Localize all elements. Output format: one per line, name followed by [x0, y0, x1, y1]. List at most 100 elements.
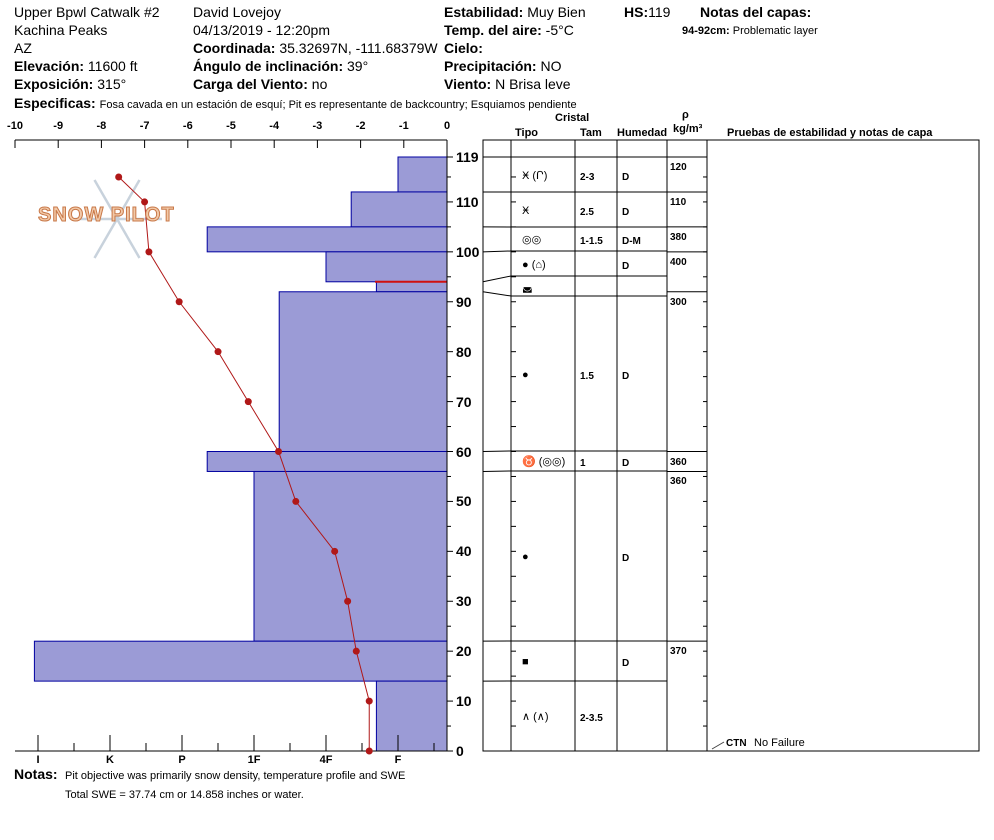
hardness-bar	[253, 470, 448, 642]
hardness-tick-label: I	[36, 754, 40, 766]
density-value: 360	[670, 476, 687, 488]
crystal-type: ◎◎	[522, 234, 542, 246]
height-tick-label: 90	[456, 293, 472, 310]
temperature-point	[365, 747, 373, 755]
hardness-bar	[325, 251, 448, 283]
precip: NO	[540, 58, 562, 74]
temperature-point	[145, 248, 153, 256]
temperature-point	[175, 298, 183, 306]
height-tick-label: 110	[456, 193, 479, 210]
tests-header: Pruebas de estabilidad y notas de capa	[727, 127, 933, 139]
layer-connector-line	[482, 450, 512, 453]
hardness-bar	[397, 156, 448, 193]
density-value: 370	[670, 646, 687, 658]
wind-label: Viento:	[444, 76, 492, 92]
temp-tick-label: 0	[443, 120, 451, 132]
temp-tick-label: -2	[355, 120, 366, 132]
observer: David Lovejoy	[193, 4, 281, 20]
area-name: Kachina Peaks	[14, 22, 108, 38]
crystal-type: ∧ (∧)	[522, 711, 549, 723]
temperature-point	[244, 398, 252, 406]
layer-notes-label: Notas del capas:	[700, 4, 812, 20]
state: AZ	[14, 40, 32, 56]
height-tick-label: 50	[456, 493, 472, 510]
crystal-type: ● (⌂)	[522, 258, 546, 271]
sky-label: Cielo:	[444, 40, 483, 56]
aspect-label: Exposición:	[14, 76, 94, 92]
snowpilot-logo: SNOW PILOT	[38, 204, 175, 226]
elevation: 11600 ft	[87, 58, 138, 74]
layer-connector-line	[482, 275, 512, 283]
temperature-point	[292, 497, 300, 505]
crystal-size: 2.5	[580, 206, 594, 218]
crystal-size: 1-1.5	[580, 236, 603, 247]
notes-label: Notas:	[14, 766, 58, 782]
height-tick-label: 20	[456, 643, 472, 660]
specifics: Fosa cavada en un estación de esquí; Pit…	[99, 99, 577, 111]
hardness-bar	[206, 226, 448, 253]
layer-connector-line	[482, 291, 512, 297]
crystal-type: ■	[522, 656, 529, 668]
height-tick-label: 100	[456, 243, 480, 260]
notes-line2: Total SWE = 37.74 cm or 14.858 inches or…	[65, 789, 304, 801]
cristal-header: Cristal	[555, 112, 590, 124]
temp-tick-label: -9	[53, 120, 64, 132]
hardness-bar	[375, 281, 448, 293]
site-name: Upper Bpwl Catwalk #2	[14, 4, 160, 20]
density-value: 380	[670, 231, 687, 243]
humedad-header: Humedad	[617, 127, 668, 139]
specifics-label: Especificas:	[14, 95, 96, 111]
airtemp-label: Temp. del aire:	[444, 22, 542, 38]
layer-table-frame	[482, 139, 980, 752]
slope: 39°	[347, 58, 369, 74]
temperature-point	[331, 547, 339, 555]
temperature-point	[352, 647, 360, 655]
temperature-point	[214, 348, 222, 356]
crystal-type: Ӿ	[522, 204, 530, 217]
density-value: 110	[670, 196, 687, 208]
temp-tick-label: -5	[226, 120, 236, 132]
crystal-type: Ӿ (Ր)	[522, 169, 548, 182]
temperature-point	[115, 173, 123, 181]
temp-tick-label: -4	[269, 120, 280, 132]
temp-tick-label: -1	[398, 120, 409, 132]
temp-tick-label: -8	[96, 120, 107, 132]
height-tick-label: 80	[456, 343, 472, 360]
moisture: D	[622, 553, 630, 564]
density-value: 300	[670, 296, 687, 308]
stability: Muy Bien	[527, 4, 586, 20]
height-tick-label: 0	[456, 743, 464, 759]
density-value: 400	[670, 256, 687, 268]
crystal-type: ●	[522, 551, 529, 563]
rho-header: ρ	[682, 109, 689, 121]
height-tick-label: 40	[456, 543, 472, 560]
aspect: 315°	[97, 76, 127, 92]
density-unit-header: kg/m³	[673, 123, 703, 135]
hardness-tick-label: 1F	[247, 754, 261, 766]
coord-label: Coordinada:	[193, 40, 276, 56]
hs: 119	[648, 4, 671, 20]
moisture: D	[622, 260, 630, 272]
hardness-tick-label: 4F	[319, 754, 333, 766]
windload-label: Carga del Viento:	[193, 76, 308, 92]
density-value: 120	[670, 162, 687, 173]
crystal-type: ♉ (◎◎)	[522, 456, 566, 468]
windload: no	[311, 76, 328, 92]
temperature-point	[141, 198, 149, 206]
crystal-size: 1	[580, 458, 586, 469]
height-tick-label: 10	[456, 693, 472, 710]
stability-label: Estabilidad:	[444, 4, 524, 20]
moisture: D	[622, 370, 630, 382]
hardness-tick-label: K	[106, 754, 114, 766]
layer-note: Problematic layer	[732, 25, 818, 37]
moisture: D	[622, 658, 630, 669]
layer-note-range: 94-92cm:	[682, 25, 730, 37]
crystal-size: 2-3	[580, 171, 595, 183]
crystal-type: ◛	[522, 281, 533, 293]
temperature-point	[275, 448, 283, 456]
hardness-bar	[33, 640, 448, 682]
height-tick-label: 60	[456, 443, 472, 460]
layer-connector-line	[482, 250, 512, 253]
